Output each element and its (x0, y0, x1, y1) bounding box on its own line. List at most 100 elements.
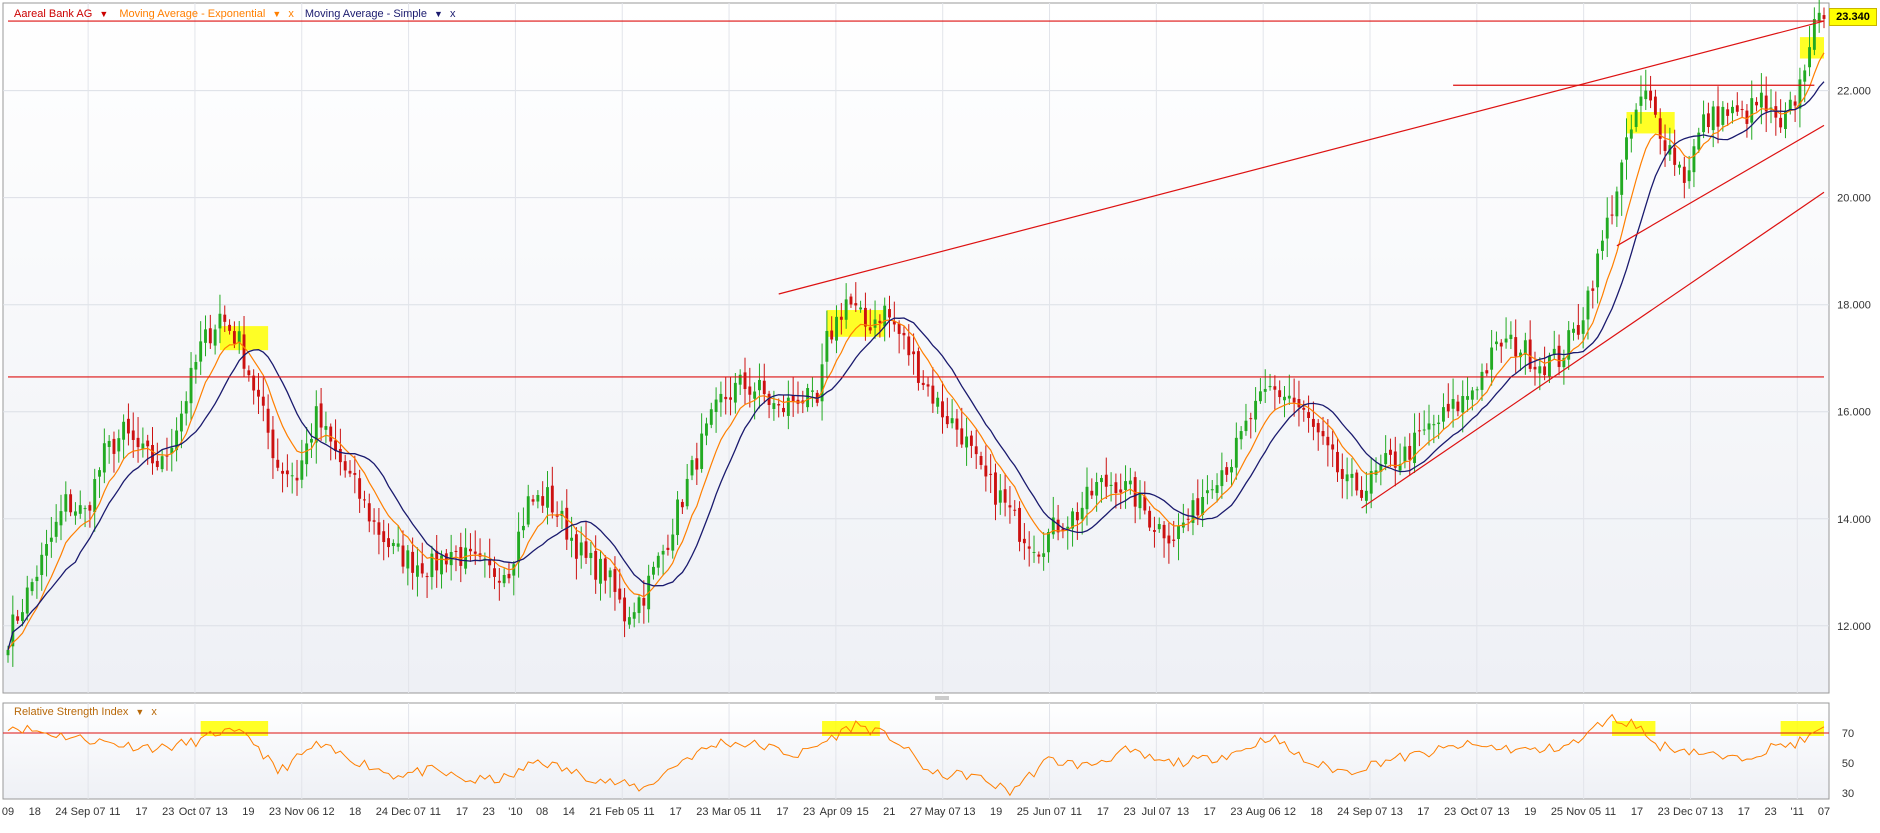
legend-ema[interactable]: Moving Average - Exponential ▼ x (119, 8, 294, 20)
candle-body (1764, 95, 1768, 112)
caret-down-icon[interactable]: ▼ (99, 9, 109, 19)
candle-body (1027, 546, 1031, 549)
candle-body (1100, 477, 1103, 483)
candle-body (762, 380, 766, 395)
candle-body (30, 582, 34, 592)
candle-body (1022, 538, 1026, 544)
rsi-axis-labels: 70 50 30 (1842, 728, 1854, 800)
close-icon[interactable]: x (288, 8, 294, 20)
time-tick-label: 24 (376, 806, 388, 818)
candle-body (1547, 355, 1551, 377)
close-icon[interactable]: x (450, 8, 456, 20)
candle-body (1538, 366, 1542, 374)
candle-body (1437, 422, 1441, 425)
time-tick-label: 17 (776, 806, 788, 818)
close-icon[interactable]: x (151, 706, 157, 718)
candle-body (1085, 486, 1089, 510)
time-tick-label: '11 (1791, 806, 1805, 818)
candle-body (363, 499, 366, 501)
candle-body (430, 553, 434, 578)
candle-body (179, 413, 183, 432)
candle-body (300, 460, 304, 480)
candle-body (1629, 129, 1633, 139)
candle-body (791, 395, 795, 402)
candle-body (666, 547, 670, 550)
candle-body (1013, 509, 1017, 511)
rsi-legend-label[interactable]: Relative Strength Index (14, 706, 129, 718)
time-tick-label: 18 (29, 806, 41, 818)
candle-body (998, 490, 1002, 503)
time-tick-label: 23 (803, 806, 815, 818)
candle-body (1254, 400, 1258, 420)
candle-body (1360, 489, 1364, 498)
candle-body (73, 511, 77, 516)
candle-body (526, 496, 530, 525)
candle-body (1056, 519, 1060, 533)
candle-body (1480, 371, 1484, 390)
candle-body (1157, 524, 1161, 530)
candle-body (1658, 118, 1662, 139)
candle-body (276, 459, 280, 468)
candle-body (1543, 366, 1547, 376)
time-tick-label: Sep 07 (71, 806, 106, 818)
candle-body (806, 388, 810, 408)
candle-body (1740, 109, 1744, 111)
candle-body (454, 550, 458, 552)
candle-body (1572, 328, 1575, 333)
candle-body (329, 426, 333, 442)
candle-body (319, 403, 323, 428)
candle-body (1504, 338, 1508, 343)
time-tick-label: 17 (456, 806, 468, 818)
rsi-highlight (1780, 721, 1824, 736)
caret-down-icon[interactable]: ▼ (434, 9, 443, 19)
candle-body (54, 521, 58, 537)
candle-body (406, 550, 410, 569)
candle-body (1808, 47, 1811, 68)
time-tick-label: 11 (1071, 806, 1082, 818)
candle-body (175, 430, 179, 451)
candle-body (1639, 96, 1643, 106)
legend-sma[interactable]: Moving Average - Simple ▼ x (304, 8, 456, 20)
candle-body (358, 478, 362, 499)
caret-down-icon[interactable]: ▼ (135, 707, 145, 717)
candle-body (1745, 110, 1749, 124)
candle-body (1711, 106, 1715, 131)
candle-body (1278, 390, 1282, 398)
candle-body (1721, 106, 1725, 125)
time-tick-label: 11 (430, 806, 441, 818)
candle-body (916, 351, 920, 383)
time-tick-label: 21 (883, 806, 895, 818)
candle-body (1331, 444, 1335, 450)
time-tick-label: 17 (1204, 806, 1216, 818)
time-tick-label: 17 (135, 806, 147, 818)
divider-handle[interactable] (935, 696, 949, 700)
legend-instrument[interactable]: Aareal Bank AG ▼ (14, 8, 109, 20)
time-tick-label: 25 (1017, 806, 1029, 818)
candle-body (1490, 347, 1494, 370)
caret-down-icon[interactable]: ▼ (272, 9, 282, 19)
candle-body (334, 440, 337, 451)
candle-body (724, 396, 728, 400)
candle-body (1336, 451, 1339, 473)
candle-body (64, 494, 68, 512)
candle-body (1793, 101, 1797, 106)
candle-body (897, 323, 901, 334)
candle-body (1152, 530, 1156, 532)
candle-body (1533, 366, 1537, 370)
candle-body (131, 430, 135, 440)
candle-body (599, 558, 602, 584)
candle-body (1095, 481, 1099, 496)
candle-body (1759, 92, 1763, 108)
candle-body (444, 553, 448, 565)
candle-body (700, 433, 704, 469)
candle-body (777, 404, 781, 406)
candle-body (1446, 403, 1450, 412)
candle-body (1003, 489, 1007, 503)
candle-body (907, 336, 911, 356)
candle-body (1485, 370, 1489, 374)
price-tick-label: 22.000 (1837, 86, 1871, 98)
price-panel (2, 2, 1830, 694)
support-line-lower (1361, 191, 1825, 509)
candle-body (348, 470, 352, 474)
